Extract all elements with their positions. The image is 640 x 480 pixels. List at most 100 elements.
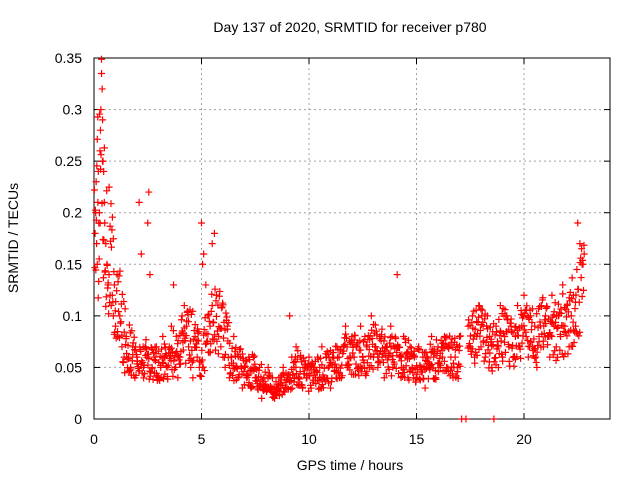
data-point — [118, 290, 126, 298]
data-point — [169, 372, 177, 380]
chart-title: Day 137 of 2020, SRMTID for receiver p78… — [213, 19, 486, 35]
data-point — [537, 343, 545, 351]
data-point — [223, 325, 231, 333]
data-point — [379, 358, 387, 366]
x-tick-label: 5 — [198, 431, 206, 447]
data-point — [343, 343, 351, 351]
data-point — [415, 346, 423, 354]
data-point — [573, 266, 581, 274]
data-point — [210, 319, 218, 327]
data-point — [211, 331, 219, 339]
data-point — [342, 322, 350, 330]
data-point — [454, 375, 462, 383]
data-point — [187, 363, 195, 371]
data-point — [293, 355, 301, 363]
data-point — [356, 337, 364, 345]
data-point — [98, 85, 106, 93]
data-point — [427, 349, 435, 357]
data-point — [98, 69, 106, 77]
data-point — [94, 294, 102, 302]
data-point — [497, 337, 505, 345]
data-point — [182, 332, 190, 340]
data-point — [467, 350, 475, 358]
data-point — [456, 362, 464, 370]
data-point — [93, 240, 101, 248]
data-point — [492, 354, 500, 362]
data-point — [567, 312, 575, 320]
data-point — [479, 318, 487, 326]
data-point — [476, 326, 484, 334]
data-point — [371, 321, 379, 329]
data-point — [198, 346, 206, 354]
data-point — [532, 358, 540, 366]
data-point — [385, 365, 393, 373]
data-point — [526, 343, 534, 351]
data-point — [319, 384, 327, 392]
data-point — [98, 55, 106, 63]
data-point — [208, 290, 216, 298]
data-point — [488, 342, 496, 350]
data-point — [551, 299, 559, 307]
data-point — [539, 337, 547, 345]
data-point — [144, 219, 152, 227]
data-point — [571, 305, 579, 313]
data-point — [305, 387, 313, 395]
data-point — [254, 386, 262, 394]
data-point — [107, 302, 115, 310]
data-point — [101, 267, 109, 275]
data-point — [437, 361, 445, 369]
data-point — [448, 370, 456, 378]
data-point — [367, 362, 375, 370]
data-point — [187, 310, 195, 318]
data-point — [578, 292, 586, 300]
data-point — [189, 374, 197, 382]
data-point — [214, 350, 222, 358]
data-point — [217, 324, 225, 332]
data-point — [289, 370, 297, 378]
data-point — [548, 332, 556, 340]
data-point — [480, 357, 488, 365]
y-tick-label: 0 — [74, 411, 82, 427]
data-point — [212, 346, 220, 354]
data-point — [405, 336, 413, 344]
data-point — [523, 302, 531, 310]
data-point — [531, 354, 539, 362]
data-point — [544, 341, 552, 349]
data-point — [352, 370, 360, 378]
data-point — [477, 305, 485, 313]
data-point — [362, 341, 370, 349]
data-point — [552, 318, 560, 326]
data-point — [104, 279, 112, 287]
data-point — [95, 278, 103, 286]
data-point — [451, 334, 459, 342]
data-point — [486, 323, 494, 331]
data-point — [542, 312, 549, 320]
data-point — [142, 345, 150, 353]
data-point — [119, 358, 127, 366]
data-point — [172, 332, 180, 340]
data-point — [527, 326, 535, 334]
data-point — [120, 328, 128, 336]
data-point — [393, 271, 401, 279]
data-point — [109, 312, 117, 320]
data-point — [124, 341, 132, 349]
data-point — [576, 328, 584, 336]
data-point — [542, 320, 550, 328]
data-point — [534, 342, 542, 350]
data-point — [179, 346, 187, 354]
data-point — [212, 297, 220, 305]
data-point — [98, 199, 106, 207]
data-point — [137, 250, 145, 258]
data-point — [490, 415, 498, 423]
data-point — [369, 365, 377, 373]
data-point — [508, 328, 516, 336]
data-point — [395, 369, 403, 377]
data-point — [241, 363, 249, 371]
data-point — [298, 358, 306, 366]
data-point — [177, 360, 185, 368]
data-point — [90, 186, 98, 194]
data-point — [121, 369, 129, 377]
data-point — [404, 348, 412, 356]
data-point — [186, 337, 194, 345]
